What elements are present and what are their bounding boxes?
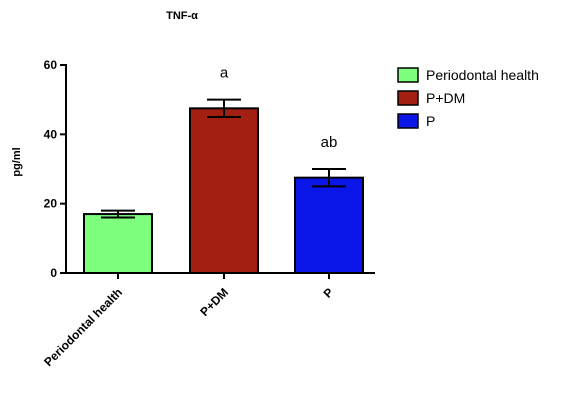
x-tick-label: P+DM <box>197 285 231 319</box>
y-tick-label: 20 <box>44 197 58 211</box>
chart-title: TNF-α <box>166 10 198 22</box>
bar-2 <box>189 107 259 275</box>
bar-1 <box>83 213 153 274</box>
y-axis-label: pg/ml <box>11 147 23 176</box>
legend-swatch <box>397 67 419 83</box>
x-tick-label: Periodontal health <box>41 285 125 369</box>
x-tick-label: P <box>321 285 337 301</box>
legend-entry: Periodontal health <box>426 67 539 83</box>
bar-3 <box>294 176 364 275</box>
legend-swatch <box>397 113 419 129</box>
significance-label: a <box>220 65 229 82</box>
legend-entry: P+DM <box>426 90 465 106</box>
significance-label: ab <box>321 134 338 151</box>
y-tick-label: 0 <box>50 266 57 280</box>
y-tick-label: 40 <box>44 127 58 141</box>
y-tick-label: 60 <box>44 58 58 72</box>
legend-entry: P <box>426 113 435 129</box>
legend-swatch <box>397 90 419 106</box>
